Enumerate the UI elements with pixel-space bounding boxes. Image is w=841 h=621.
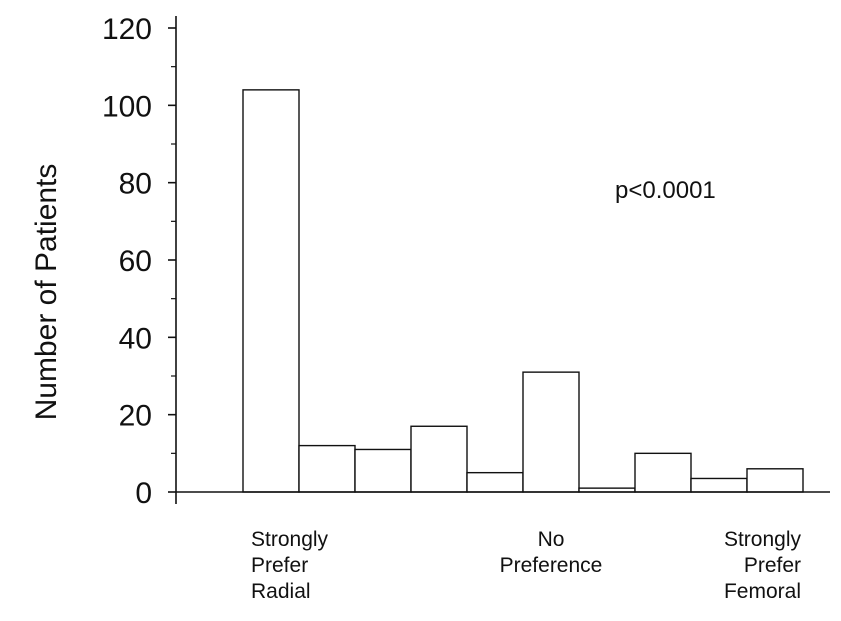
bar-3 [410,425,468,493]
category-label-1-line-0: No [538,528,565,551]
y-tick-label-120: 120 [102,13,152,46]
category-label-1-line-1: Preference [500,554,603,577]
bar-2 [354,448,412,493]
labels-layer: 0 20 40 60 80 100 120 Number of Patients Strongl… [30,13,801,603]
category-label-2-line-1: Prefer [744,554,801,577]
category-label-0-line-0: Strongly [251,528,329,551]
y-tick-label-100: 100 [102,90,152,123]
category-label-2-line-0: Strongly [724,528,802,551]
bars-layer [242,89,804,493]
bar-0 [242,89,300,493]
category-label-0-line-2: Radial [251,580,311,603]
y-axis-title: Number of Patients [30,164,63,421]
bar-4 [466,471,524,493]
p-value-annotation: p<0.0001 [615,177,716,204]
bar-5 [522,371,580,493]
bar-7 [634,452,692,493]
bar-1 [298,444,356,493]
y-tick-label-40: 40 [119,322,152,355]
bar-8 [690,477,748,493]
category-label-2-line-2: Femoral [724,580,801,603]
axes-layer [168,16,830,504]
category-label-0-line-1: Prefer [251,554,308,577]
y-tick-label-60: 60 [119,245,152,278]
y-tick-label-0: 0 [135,477,152,510]
y-tick-label-20: 20 [119,400,152,433]
y-tick-label-80: 80 [119,168,152,201]
bar-9 [746,468,804,493]
